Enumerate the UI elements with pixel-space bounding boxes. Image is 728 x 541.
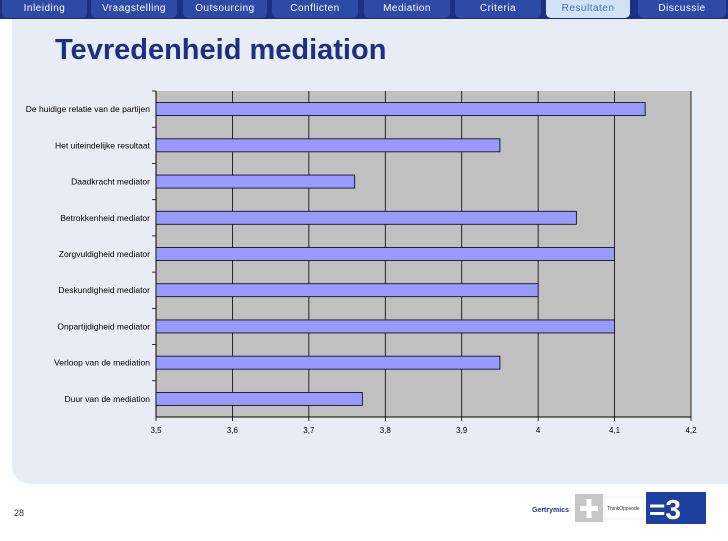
category-label: Daadkracht mediator <box>71 177 150 187</box>
slide-title: Tevredenheid mediation <box>55 34 387 66</box>
page-number: 28 <box>14 508 25 518</box>
bar <box>155 138 501 153</box>
tab-vraagstelling[interactable]: Vraagstelling <box>91 0 177 18</box>
category-label: Betrokkenheid mediator <box>60 213 150 223</box>
bar <box>155 283 539 298</box>
category-label: Zorgvuldigheid mediator <box>59 249 150 259</box>
x-tick-label: 4 <box>536 426 541 435</box>
category-label: Het uiteindelijke resultaat <box>55 140 151 150</box>
gertrymics-logo-text: Gertrymics <box>532 507 569 514</box>
category-label: Onpartijdigheid mediator <box>57 321 150 331</box>
category-label: De huidige relatie van de partijen <box>26 104 151 114</box>
bar <box>155 102 646 117</box>
x-tick-label: 3,7 <box>303 426 315 435</box>
x-tick-label: 4,1 <box>609 426 621 435</box>
plus-icon <box>575 494 603 522</box>
bar <box>155 355 501 370</box>
x-tick-label: 3,8 <box>380 426 392 435</box>
x-tick-label: 3,5 <box>150 426 162 435</box>
tab-conflicten[interactable]: Conflicten <box>272 0 358 18</box>
tab-inleiding[interactable]: Inleiding <box>2 0 87 18</box>
equals-three-logo: =3 <box>646 492 706 525</box>
bar <box>155 319 615 334</box>
category-label: Deskundigheid mediator <box>58 285 150 295</box>
bar <box>155 210 577 225</box>
partner-logos: Gertrymics ThinkOppsode =3 <box>530 492 706 525</box>
thinkoppsode-logo: ThinkOppsode <box>604 496 644 520</box>
x-tick-label: 3,6 <box>227 426 239 435</box>
tab-criteria[interactable]: Criteria <box>455 0 541 18</box>
x-tick-label: 3,9 <box>456 426 468 435</box>
thinkoppsode-logo-text: ThinkOppsode <box>607 506 640 512</box>
bar <box>155 174 356 189</box>
bar <box>155 391 363 406</box>
x-tick-label: 4,2 <box>685 426 697 435</box>
equals-three-logo-text: =3 <box>649 494 681 525</box>
tab-discussie[interactable]: Discussie <box>638 0 726 18</box>
bar <box>155 247 615 261</box>
tab-mediation[interactable]: Mediation <box>364 0 450 18</box>
tab-outsourcing[interactable]: Outsourcing <box>183 0 267 18</box>
category-label: Duur van de mediation <box>64 394 150 404</box>
category-label: Verloop van de mediation <box>54 358 150 368</box>
tab-resultaten[interactable]: Resultaten <box>546 0 630 18</box>
gertrymics-logo: Gertrymics <box>530 497 570 519</box>
